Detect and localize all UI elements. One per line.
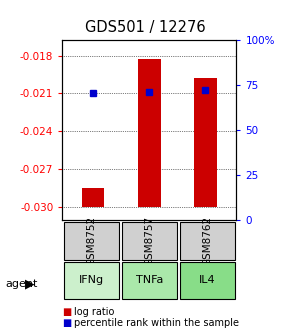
Text: GSM8762: GSM8762 <box>202 215 212 266</box>
Bar <box>82 188 104 207</box>
Bar <box>180 221 235 260</box>
Text: GSM8757: GSM8757 <box>144 215 154 266</box>
Text: ■: ■ <box>62 318 72 328</box>
Text: GDS501 / 12276: GDS501 / 12276 <box>85 20 205 35</box>
Text: ▶: ▶ <box>25 278 34 290</box>
Bar <box>122 221 177 260</box>
Text: IL4: IL4 <box>199 276 216 285</box>
Text: IFNg: IFNg <box>79 276 104 285</box>
Text: percentile rank within the sample: percentile rank within the sample <box>74 318 239 328</box>
Text: agent: agent <box>6 279 38 289</box>
Bar <box>180 262 235 299</box>
Bar <box>194 78 217 207</box>
Text: GSM8752: GSM8752 <box>86 215 96 266</box>
Text: TNFa: TNFa <box>136 276 163 285</box>
Bar <box>64 221 119 260</box>
Text: ■: ■ <box>62 307 72 317</box>
Text: log ratio: log ratio <box>74 307 114 317</box>
Bar <box>122 262 177 299</box>
Bar <box>138 59 161 207</box>
Bar <box>64 262 119 299</box>
